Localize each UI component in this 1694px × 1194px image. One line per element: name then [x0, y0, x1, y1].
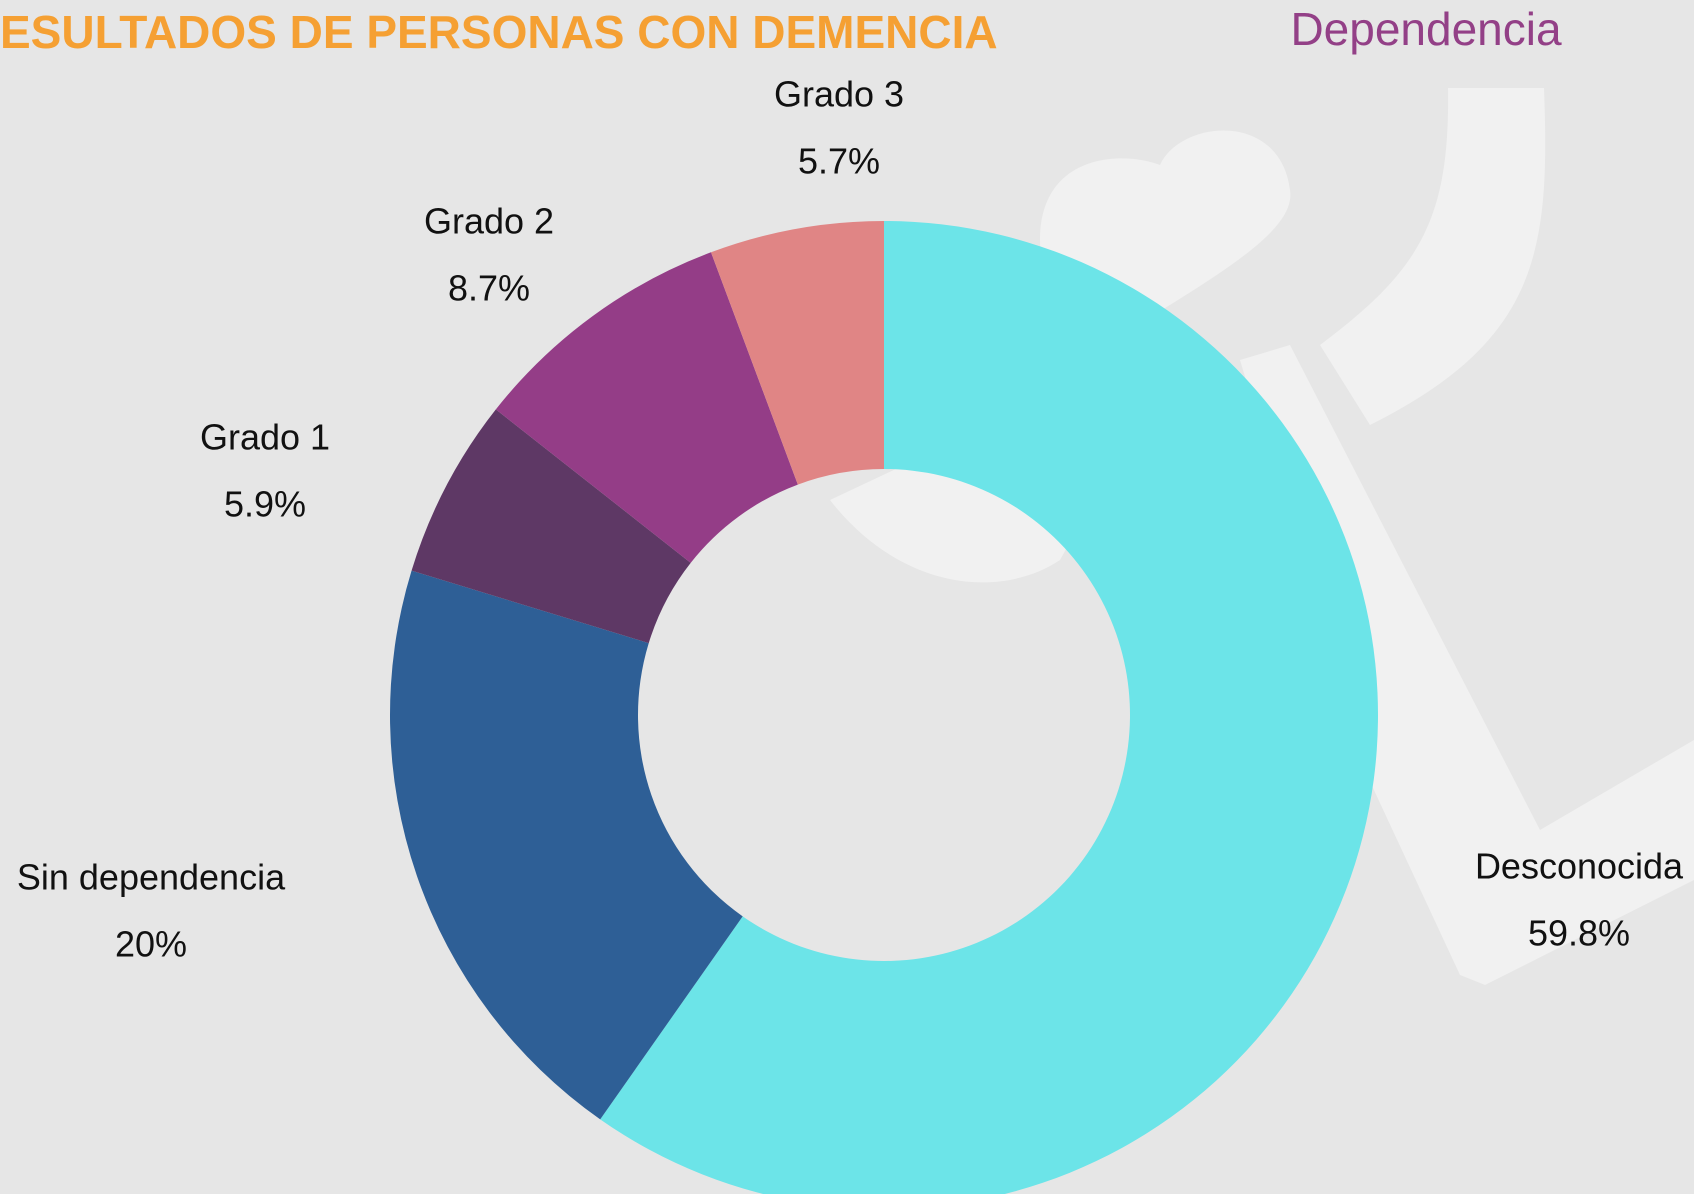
slice-value-label: 5.7% — [798, 141, 880, 182]
slice-value-label: 8.7% — [448, 268, 530, 309]
slice-label: Grado 1 — [200, 417, 330, 458]
slice-label: Desconocida — [1475, 846, 1684, 887]
chart-subtitle: Dependencia — [1290, 3, 1562, 55]
slice-label: Grado 2 — [424, 201, 554, 242]
donut-slice — [389, 570, 743, 1120]
donut-slice — [711, 221, 884, 485]
slice-label: Grado 3 — [774, 74, 904, 115]
donut-slice — [411, 409, 691, 644]
slice-value-label: 59.8% — [1528, 913, 1630, 954]
slice-value-label: 20% — [115, 924, 187, 965]
slice-value-label: 5.9% — [224, 484, 306, 525]
chart-title: ESULTADOS DE PERSONAS CON DEMENCIA — [0, 6, 998, 58]
donut — [389, 221, 1378, 1194]
donut-slice — [495, 252, 798, 563]
slice-label: Sin dependencia — [17, 857, 286, 898]
donut-slice — [600, 221, 1378, 1194]
